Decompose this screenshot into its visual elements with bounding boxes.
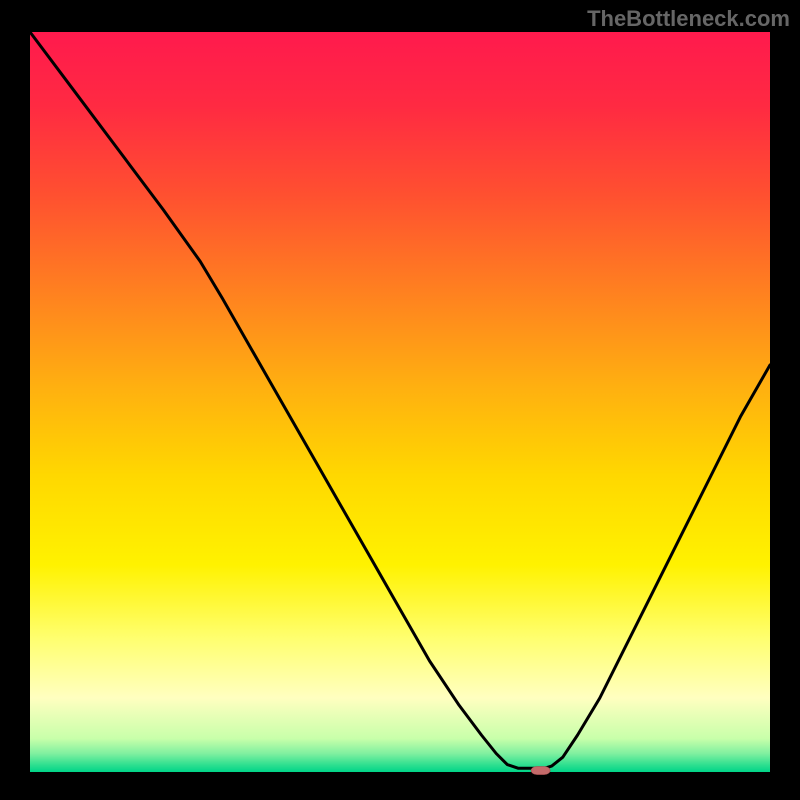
bottleneck-chart — [0, 0, 800, 800]
optimal-marker — [531, 766, 550, 774]
watermark-text: TheBottleneck.com — [587, 6, 790, 32]
plot-background-gradient — [30, 32, 770, 772]
